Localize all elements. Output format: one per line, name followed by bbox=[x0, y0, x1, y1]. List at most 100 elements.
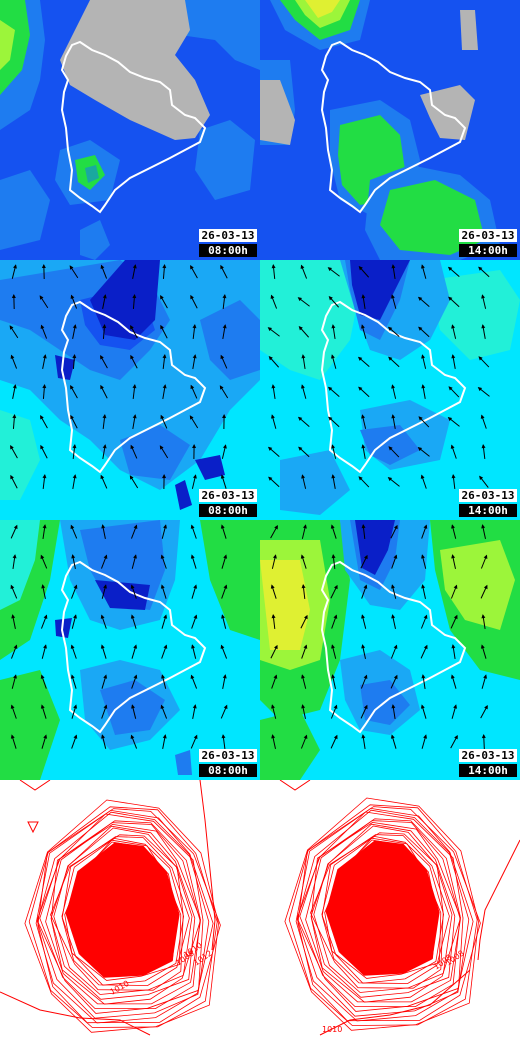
isobar-line bbox=[50, 823, 202, 1005]
isobar-core bbox=[325, 840, 440, 976]
wind-arrow-icon bbox=[70, 385, 78, 399]
wind-arrow-icon bbox=[450, 674, 457, 689]
wind-arrow-icon bbox=[220, 474, 227, 489]
date-label: 26-03-13 bbox=[459, 229, 517, 242]
wind-arrow-icon bbox=[420, 474, 427, 489]
wind-arrow-icon bbox=[161, 614, 168, 629]
isobar-line bbox=[288, 804, 478, 1026]
wind-arrow-icon bbox=[480, 554, 488, 569]
wind-arrow-icon bbox=[301, 674, 307, 689]
wind-arrow-icon bbox=[72, 324, 77, 339]
wind-arrow-icon bbox=[71, 614, 77, 629]
wind-arrow-icon bbox=[40, 324, 48, 339]
wind-arrow-icon bbox=[330, 524, 337, 539]
wind-arrow-icon bbox=[222, 294, 227, 310]
wind-arrow-icon bbox=[160, 324, 168, 339]
wind-arrow-icon bbox=[328, 416, 340, 428]
wind-arrow-icon bbox=[102, 324, 107, 340]
wind-arrow-icon bbox=[100, 264, 108, 279]
wind-arrow-icon bbox=[131, 644, 138, 659]
wind-arrow-icon bbox=[42, 354, 47, 369]
wind-arrow-icon bbox=[480, 644, 487, 659]
wind-arrow-icon bbox=[447, 417, 460, 427]
isobar-line bbox=[310, 832, 444, 989]
wind-arrow-icon bbox=[301, 584, 306, 600]
wind-arrow-icon bbox=[447, 266, 460, 277]
wind-arrow-icon bbox=[10, 445, 18, 459]
wind-arrow-icon bbox=[421, 524, 428, 539]
wind-arrow-icon bbox=[100, 554, 108, 569]
wind-arrow-icon bbox=[268, 356, 280, 368]
wind-arrow-icon bbox=[301, 524, 307, 539]
wind-arrow-icon bbox=[481, 614, 486, 629]
wind-arrow-icon bbox=[42, 384, 47, 400]
wind-arrow-icon bbox=[162, 354, 167, 370]
wind-arrow-icon bbox=[130, 584, 137, 599]
isobar-line bbox=[45, 822, 201, 1005]
wind-arrow-icon bbox=[221, 554, 228, 569]
time-label: 14:00h bbox=[459, 244, 517, 257]
wind-arrow-icon bbox=[451, 354, 456, 369]
wind-arrow-icon bbox=[331, 614, 338, 629]
time-label: 08:00h bbox=[199, 244, 257, 257]
wind-arrow-icon bbox=[12, 414, 17, 430]
wind-arrow-icon bbox=[70, 584, 78, 599]
wind-arrow-icon bbox=[271, 734, 276, 749]
wind-arrow-icon bbox=[271, 704, 277, 719]
wind-arrow-icon bbox=[12, 384, 17, 399]
wind-arrow-icon bbox=[451, 644, 456, 659]
wind-arrow-icon bbox=[331, 444, 337, 459]
wind-arrow-icon bbox=[70, 524, 78, 539]
wind-arrow-icon bbox=[160, 584, 167, 599]
isobar-line bbox=[310, 821, 462, 1003]
wind-arrow-icon bbox=[70, 674, 77, 689]
timestamp: 26-03-13 08:00h bbox=[199, 749, 257, 777]
wind-arrow-icon bbox=[391, 584, 397, 599]
wind-arrow-icon bbox=[130, 444, 138, 459]
wind-arrow-icon bbox=[387, 326, 400, 337]
wind-arrow-icon bbox=[388, 356, 400, 368]
wind-arrow-icon bbox=[450, 584, 458, 599]
wind-arrow-icon bbox=[190, 384, 198, 399]
wind-arrow-icon bbox=[10, 524, 18, 539]
wind-arrow-icon bbox=[11, 614, 16, 629]
wind-arrow-icon bbox=[420, 644, 428, 659]
wind-arrow-icon bbox=[391, 264, 396, 279]
date-label: 26-03-13 bbox=[199, 229, 257, 242]
wind-arrow-icon bbox=[361, 324, 367, 339]
wind-arrow-icon bbox=[270, 644, 278, 659]
time-label: 08:00h bbox=[199, 504, 257, 517]
wind-arrow-icon bbox=[191, 584, 198, 599]
wind-arrow-icon bbox=[388, 446, 400, 458]
wind-arrow-icon bbox=[301, 474, 307, 489]
wind-arrow-icon bbox=[219, 385, 229, 399]
wind-map-0800 bbox=[0, 260, 260, 520]
wind-arrow-icon bbox=[42, 524, 47, 539]
wind-arrow-icon bbox=[301, 644, 308, 659]
wind-arrow-icon bbox=[450, 734, 458, 749]
wind-arrow-icon bbox=[330, 704, 338, 719]
wind-arrow-icon bbox=[358, 386, 370, 398]
coastline bbox=[320, 300, 467, 474]
wind-arrow-icon bbox=[10, 584, 18, 599]
isobar-map-left: 1008 1010 1012 1010 bbox=[0, 780, 260, 1040]
wind-arrow-icon bbox=[480, 704, 488, 719]
wind-arrow-icon bbox=[190, 265, 198, 279]
time-label: 14:00h bbox=[459, 504, 517, 517]
isobar-line bbox=[50, 834, 184, 991]
wind-arrows bbox=[9, 264, 229, 490]
wind-arrow-icon bbox=[100, 614, 107, 629]
wind-arrow-icon bbox=[420, 614, 428, 629]
isobar-line bbox=[39, 820, 201, 1010]
wind-arrow-icon bbox=[101, 704, 108, 719]
wind-arrow-icon bbox=[220, 704, 228, 719]
wind-arrow-icon bbox=[101, 584, 107, 599]
wind-arrow-icon bbox=[40, 614, 48, 629]
wind-arrow-icon bbox=[11, 264, 17, 279]
wind-arrow-icon bbox=[418, 416, 430, 428]
isobar-line bbox=[321, 834, 450, 984]
map-panel-row1-right: 26-03-13 14:00h bbox=[260, 0, 520, 260]
map-panel-row3-left: 26-03-13 08:00h bbox=[0, 520, 260, 780]
wind-arrow-icon bbox=[361, 444, 366, 459]
wind-arrow-icon bbox=[220, 524, 227, 539]
